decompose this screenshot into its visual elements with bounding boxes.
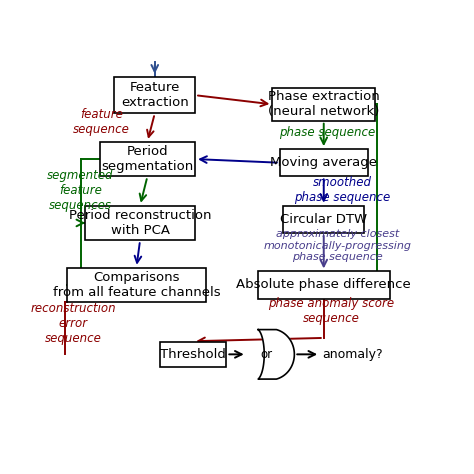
Text: Moving average: Moving average: [270, 156, 377, 169]
Text: phase anomaly score
sequence: phase anomaly score sequence: [268, 297, 394, 325]
FancyBboxPatch shape: [280, 149, 368, 176]
Text: Threshold: Threshold: [160, 348, 226, 361]
FancyBboxPatch shape: [283, 206, 364, 233]
FancyBboxPatch shape: [66, 268, 206, 302]
FancyBboxPatch shape: [85, 206, 195, 240]
Text: segmented
feature
sequences: segmented feature sequences: [47, 169, 113, 211]
Text: Phase extraction
(neural network): Phase extraction (neural network): [268, 91, 380, 118]
FancyBboxPatch shape: [258, 271, 390, 299]
Text: phase sequence: phase sequence: [279, 126, 375, 139]
Text: or: or: [261, 348, 273, 361]
Text: smoothed
phase sequence: smoothed phase sequence: [294, 176, 391, 204]
FancyBboxPatch shape: [272, 88, 375, 121]
Text: Period
segmentation: Period segmentation: [101, 145, 193, 173]
Text: anomaly?: anomaly?: [322, 348, 383, 361]
FancyBboxPatch shape: [114, 77, 195, 113]
Text: Circular DTW: Circular DTW: [280, 213, 367, 226]
Text: reconstruction
error
sequence: reconstruction error sequence: [30, 302, 116, 345]
Text: Absolute phase difference: Absolute phase difference: [237, 279, 411, 292]
Text: Feature
extraction: Feature extraction: [121, 81, 189, 109]
Text: Period reconstruction
with PCA: Period reconstruction with PCA: [69, 209, 211, 237]
Polygon shape: [258, 329, 294, 379]
FancyBboxPatch shape: [160, 342, 227, 367]
Text: approximately closest
monotonically-progressing
phase sequence: approximately closest monotonically-prog…: [263, 229, 411, 262]
Text: Comparisons
from all feature channels: Comparisons from all feature channels: [53, 271, 220, 299]
Text: feature
sequence: feature sequence: [73, 108, 130, 136]
FancyBboxPatch shape: [100, 142, 195, 176]
